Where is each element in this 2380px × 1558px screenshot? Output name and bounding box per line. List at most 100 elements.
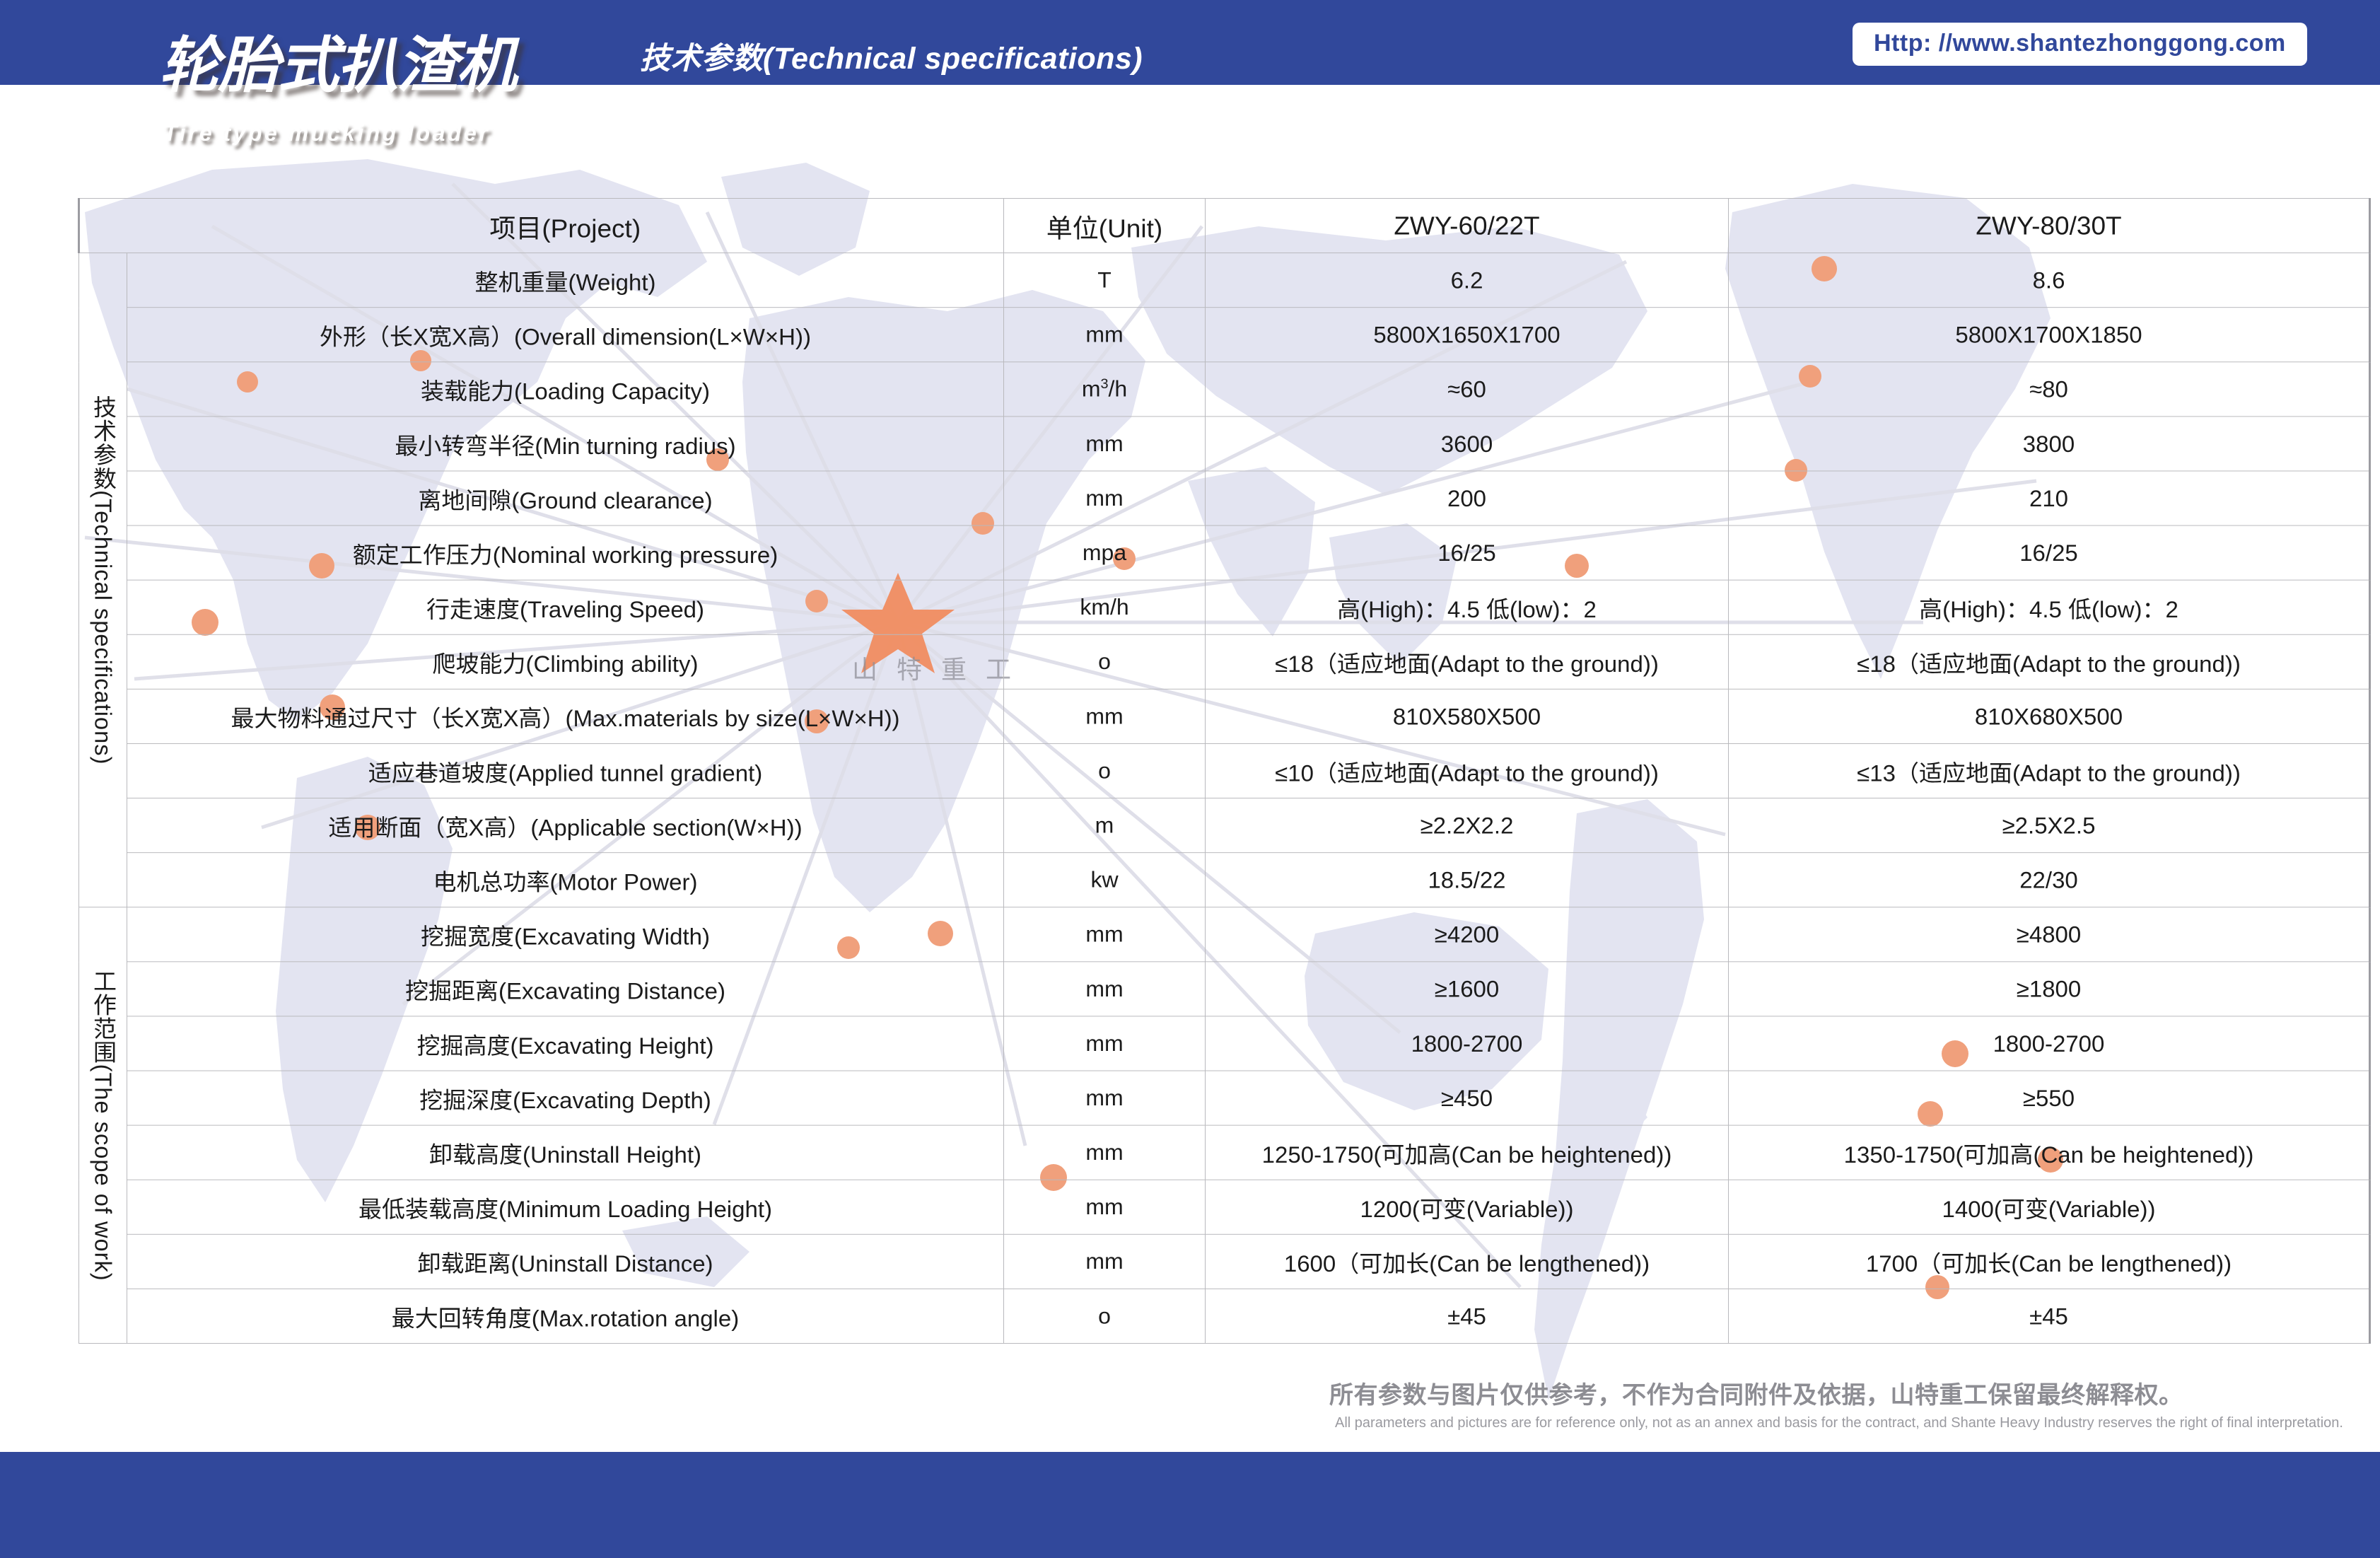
cell-project: 挖掘深度(Excavating Depth)	[127, 1070, 1004, 1126]
page-title: 技术参数(Technical specifications)	[640, 42, 1143, 76]
table-row: 挖掘深度(Excavating Depth) mm ≥450 ≥550	[79, 1070, 2371, 1126]
column-header-4: ZWY-80/30T	[1728, 197, 2371, 254]
website-url[interactable]: Http: //www.shantezhonggong.com	[1853, 23, 2307, 66]
table-row: 电机总功率(Motor Power) kw 18.5/22 22/30	[79, 852, 2371, 908]
cell-unit: mm	[1003, 1070, 1206, 1126]
cell-value-model-1: ≤18（适应地面(Adapt to the ground))	[1205, 634, 1729, 690]
cell-value-model-1: 1250-1750(可加高(Can be heightened))	[1205, 1124, 1729, 1180]
cell-unit: mm	[1003, 907, 1206, 963]
cell-value-model-1: 1800-2700	[1205, 1016, 1729, 1071]
cell-value-model-1: ≥4200	[1205, 907, 1729, 963]
cell-project: 适用断面（宽X高）(Applicable section(W×H))	[127, 798, 1004, 854]
table-row: 爬坡能力(Climbing ability) o ≤18（适应地面(Adapt to…	[79, 634, 2371, 690]
cell-unit: mm	[1003, 1124, 1206, 1180]
cell-project: 装载能力(Loading Capacity)	[127, 361, 1004, 417]
cell-value-model-2: ≥2.5X2.5	[1728, 798, 2371, 854]
cell-value-model-1: 18.5/22	[1205, 852, 1729, 908]
cell-project: 挖掘宽度(Excavating Width)	[127, 907, 1004, 963]
cell-project: 最大物料通过尺寸（长X宽X高）(Max.materials by size(L×…	[127, 688, 1004, 744]
cell-value-model-2: 8.6	[1728, 252, 2371, 308]
footer-bar	[0, 1452, 2380, 1558]
cell-unit: mm	[1003, 1179, 1206, 1235]
cell-unit: mm	[1003, 1016, 1206, 1071]
specifications-table-wrapper: 项目(Project) 单位(Unit) ZWY-60/22T ZWY-80/30T 技…	[78, 197, 2371, 1344]
row-group-label-2: 工作范围(The scope of work)	[78, 907, 127, 1344]
cell-unit: o	[1003, 1288, 1206, 1344]
cell-value-model-2: ≤13（适应地面(Adapt to the ground))	[1728, 743, 2371, 799]
cell-value-model-2: ≥550	[1728, 1070, 2371, 1126]
cell-unit: mm	[1003, 961, 1206, 1017]
cell-value-model-1: ≈60	[1205, 361, 1729, 417]
cell-value-model-1: ≥2.2X2.2	[1205, 798, 1729, 854]
cell-value-model-2: 22/30	[1728, 852, 2371, 908]
cell-value-model-2: ±45	[1728, 1288, 2371, 1344]
cell-value-model-2: 1800-2700	[1728, 1016, 2371, 1071]
table-row: 最小转弯半径(Min turning radius) mm 3600 3800	[79, 416, 2371, 472]
cell-project: 挖掘距离(Excavating Distance)	[127, 961, 1004, 1017]
cell-value-model-2: 3800	[1728, 416, 2371, 472]
logo-title-en: Tire type mucking loader	[163, 120, 491, 146]
cell-project: 外形（长X宽X高）(Overall dimension(L×W×H))	[127, 307, 1004, 363]
table-row: 外形（长X宽X高）(Overall dimension(L×W×H)) mm 580…	[79, 307, 2371, 363]
column-header-3: ZWY-60/22T	[1205, 197, 1729, 254]
cell-value-model-2: ≤18（适应地面(Adapt to the ground))	[1728, 634, 2371, 690]
cell-project: 最大回转角度(Max.rotation angle)	[127, 1288, 1004, 1344]
cell-unit: mm	[1003, 1233, 1206, 1289]
cell-project: 最小转弯半径(Min turning radius)	[127, 416, 1004, 472]
cell-unit: o	[1003, 743, 1206, 799]
cell-unit: km/h	[1003, 579, 1206, 635]
cell-value-model-1: 810X580X500	[1205, 688, 1729, 744]
cell-value-model-2: 1700（可加长(Can be lengthened))	[1728, 1233, 2371, 1289]
cell-value-model-2: 810X680X500	[1728, 688, 2371, 744]
cell-unit: mm	[1003, 470, 1206, 526]
cell-project: 行走速度(Traveling Speed)	[127, 579, 1004, 635]
table-row: 挖掘高度(Excavating Height) mm 1800-2700 1800-2…	[79, 1016, 2371, 1071]
cell-unit: o	[1003, 634, 1206, 690]
product-logo: 轮胎式扒渣机 Tire type mucking loader	[159, 16, 597, 157]
table-row: 技术参数(Technical specifications) 整机重量(Weigh…	[78, 252, 2371, 908]
cell-unit: kw	[1003, 852, 1206, 908]
cell-value-model-2: 210	[1728, 470, 2371, 526]
cell-value-model-1: 高(High)：4.5 低(low)：2	[1205, 579, 1729, 635]
cell-value-model-2: 16/25	[1728, 525, 2371, 581]
cell-value-model-1: 1200(可变(Variable))	[1205, 1179, 1729, 1235]
cell-value-model-1: ≥1600	[1205, 961, 1729, 1017]
table-header-row: 项目(Project) 单位(Unit) ZWY-60/22T ZWY-80/30T	[78, 197, 2371, 254]
table-row: 卸载高度(Uninstall Height) mm 1250-1750(可加高(Ca…	[79, 1124, 2371, 1180]
cell-value-model-1: 1600（可加长(Can be lengthened))	[1205, 1233, 1729, 1289]
cell-value-model-1: 16/25	[1205, 525, 1729, 581]
cell-project: 爬坡能力(Climbing ability)	[127, 634, 1004, 690]
cell-value-model-1: 6.2	[1205, 252, 1729, 308]
cell-value-model-2: ≥1800	[1728, 961, 2371, 1017]
cell-unit: mm	[1003, 416, 1206, 472]
table-row: 最大回转角度(Max.rotation angle) o ±45 ±45	[79, 1288, 2371, 1344]
cell-value-model-1: ≤10（适应地面(Adapt to the ground))	[1205, 743, 1729, 799]
table-row: 额定工作压力(Nominal working pressure) mpa 16/25…	[79, 525, 2371, 581]
cell-project: 卸载距离(Uninstall Distance)	[127, 1233, 1004, 1289]
cell-project: 挖掘高度(Excavating Height)	[127, 1016, 1004, 1071]
cell-value-model-1: ±45	[1205, 1288, 1729, 1344]
table-row: 卸载距离(Uninstall Distance) mm 1600（可加长(Can b…	[79, 1233, 2371, 1289]
table-row: 适用断面（宽X高）(Applicable section(W×H)) m ≥2.2X…	[79, 798, 2371, 854]
cell-value-model-2: 1350-1750(可加高(Can be heightened))	[1728, 1124, 2371, 1180]
cell-value-model-2: 5800X1700X1850	[1728, 307, 2371, 363]
table-row: 工作范围(The scope of work) 挖掘宽度(Excavating W…	[78, 907, 2371, 1344]
table-corner-cell	[78, 197, 127, 254]
cell-project: 离地间隙(Ground clearance)	[127, 470, 1004, 526]
table-row: 适应巷道坡度(Applied tunnel gradient) o ≤10（适应地面…	[79, 743, 2371, 799]
disclaimer-en: All parameters and pictures are for refe…	[1335, 1415, 2343, 1431]
table-row: 行走速度(Traveling Speed) km/h 高(High)：4.5 低(l…	[79, 579, 2371, 635]
cell-project: 整机重量(Weight)	[127, 252, 1004, 308]
disclaimer-cn: 所有参数与图片仅供参考，不作为合同附件及依据，山特重工保留最终解释权。	[1329, 1382, 2183, 1409]
logo-title-cn: 轮胎式扒渣机	[159, 32, 517, 100]
table-row: 装载能力(Loading Capacity) m3/h ≈60 ≈80	[79, 361, 2371, 417]
cell-value-model-1: 3600	[1205, 416, 1729, 472]
table-row: 离地间隙(Ground clearance) mm 200 210	[79, 470, 2371, 526]
table-body: 项目(Project) 单位(Unit) ZWY-60/22T ZWY-80/30T 技…	[78, 197, 2371, 1344]
row-group-label-text: 技术参数(Technical specifications)	[90, 395, 117, 765]
cell-unit: mm	[1003, 307, 1206, 363]
cell-value-model-1: ≥450	[1205, 1070, 1729, 1126]
cell-project: 最低装载高度(Minimum Loading Height)	[127, 1179, 1004, 1235]
cell-unit: m	[1003, 798, 1206, 854]
